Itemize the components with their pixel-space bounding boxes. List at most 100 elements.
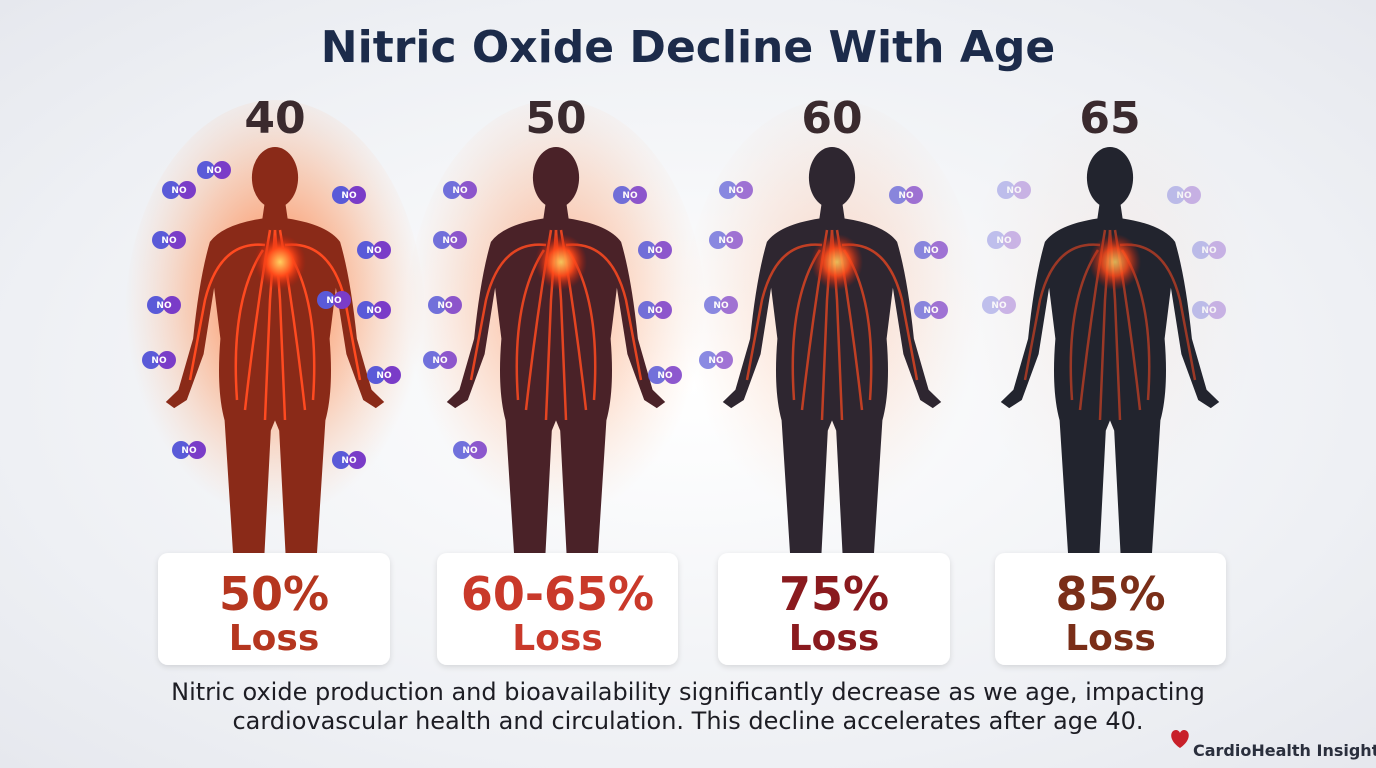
loss-label: Loss — [789, 618, 880, 659]
vessel — [1023, 243, 1101, 381]
molecule-label: NO — [161, 236, 177, 246]
molecule-atom — [197, 161, 215, 179]
molecule-atom — [147, 296, 165, 314]
molecule-atom — [654, 301, 672, 319]
molecule-label: NO — [366, 246, 382, 256]
molecule-atom — [188, 441, 206, 459]
molecule-label: NO — [1176, 191, 1192, 201]
loss-value: 75% — [779, 567, 889, 621]
no-molecule: NO — [1192, 301, 1226, 319]
card — [718, 553, 950, 665]
no-molecule: NO — [648, 366, 682, 384]
molecule-atom — [914, 301, 932, 319]
no-molecule: NO — [914, 301, 948, 319]
loss-label: Loss — [229, 618, 320, 659]
molecule-atom — [469, 441, 487, 459]
molecule-atom — [449, 231, 467, 249]
molecule-label: NO — [171, 186, 187, 196]
molecule-label: NO — [923, 246, 939, 256]
molecule-atom — [905, 186, 923, 204]
no-molecule: NO — [357, 301, 391, 319]
molecule-atom — [357, 301, 375, 319]
molecule-atom — [367, 366, 385, 384]
molecule-atom — [638, 301, 656, 319]
molecule-atom — [459, 181, 477, 199]
no-molecule: NO — [699, 351, 733, 369]
no-molecule: NO — [142, 351, 176, 369]
molecule-atom — [997, 181, 1015, 199]
molecule-atom — [433, 231, 451, 249]
molecule-label: NO — [713, 301, 729, 311]
no-molecule: NO — [443, 181, 477, 199]
no-molecule: NO — [172, 441, 206, 459]
molecule-atom — [443, 181, 461, 199]
molecule-atom — [1192, 241, 1210, 259]
no-molecule: NO — [709, 231, 743, 249]
molecule-label: NO — [452, 186, 468, 196]
no-molecule: NO — [638, 301, 672, 319]
molecule-atom — [332, 451, 350, 469]
molecule-atom — [317, 291, 335, 309]
no-molecule: NO — [317, 291, 351, 309]
molecule-atom — [735, 181, 753, 199]
molecule-label: NO — [206, 166, 222, 176]
caption-line: cardiovascular health and circulation. T… — [232, 707, 1143, 735]
age: 40 — [244, 93, 305, 144]
molecule-label: NO — [1006, 186, 1022, 196]
loss-value: 50% — [219, 567, 329, 621]
figure — [125, 100, 425, 554]
molecule-label: NO — [991, 301, 1007, 311]
caption-line: Nitric oxide production and bioavailabil… — [171, 678, 1205, 706]
no-molecule: NO — [453, 441, 487, 459]
no-molecule: NO — [197, 161, 231, 179]
no-molecule: NO — [147, 296, 181, 314]
heart — [811, 234, 863, 290]
molecule-label: NO — [432, 356, 448, 366]
molecule-label: NO — [462, 446, 478, 456]
molecule-atom — [613, 186, 631, 204]
molecule-label: NO — [376, 371, 392, 381]
molecule-atom — [453, 441, 471, 459]
age: 65 — [1079, 93, 1140, 144]
no-molecule: NO — [982, 296, 1016, 314]
no-molecule: NO — [332, 451, 366, 469]
no-molecule: NO — [433, 231, 467, 249]
molecule-atom — [1003, 231, 1021, 249]
molecule-atom — [332, 186, 350, 204]
no-molecule: NO — [638, 241, 672, 259]
molecule-atom — [142, 351, 160, 369]
no-molecule: NO — [704, 296, 738, 314]
molecule-atom — [629, 186, 647, 204]
molecule-atom — [1208, 301, 1226, 319]
vessel — [188, 243, 266, 381]
brand-logo: CardioHealth Insights — [1171, 730, 1376, 760]
molecule-label: NO — [181, 446, 197, 456]
no-molecule: NO — [162, 181, 196, 199]
molecule-atom — [725, 231, 743, 249]
molecule-atom — [373, 241, 391, 259]
molecule-label: NO — [1201, 306, 1217, 316]
molecule-atom — [423, 351, 441, 369]
title: Nitric Oxide Decline With Age — [321, 22, 1055, 73]
molecule-label: NO — [326, 296, 342, 306]
molecule-atom — [638, 241, 656, 259]
molecule-atom — [914, 241, 932, 259]
molecule-atom — [889, 186, 907, 204]
heart — [254, 234, 306, 290]
molecule-atom — [348, 451, 366, 469]
age: 50 — [525, 93, 586, 144]
no-molecule: NO — [613, 186, 647, 204]
vessel — [469, 243, 547, 381]
no-molecule: NO — [332, 186, 366, 204]
molecule-atom — [357, 241, 375, 259]
loss-label: Loss — [1065, 618, 1156, 659]
no-molecule: NO — [997, 181, 1031, 199]
loss-value: 85% — [1055, 567, 1165, 621]
molecule-label: NO — [151, 356, 167, 366]
molecule-atom — [998, 296, 1016, 314]
molecule-label: NO — [708, 356, 724, 366]
molecule-atom — [163, 296, 181, 314]
molecule-label: NO — [923, 306, 939, 316]
molecule-atom — [172, 441, 190, 459]
molecule-label: NO — [1201, 246, 1217, 256]
